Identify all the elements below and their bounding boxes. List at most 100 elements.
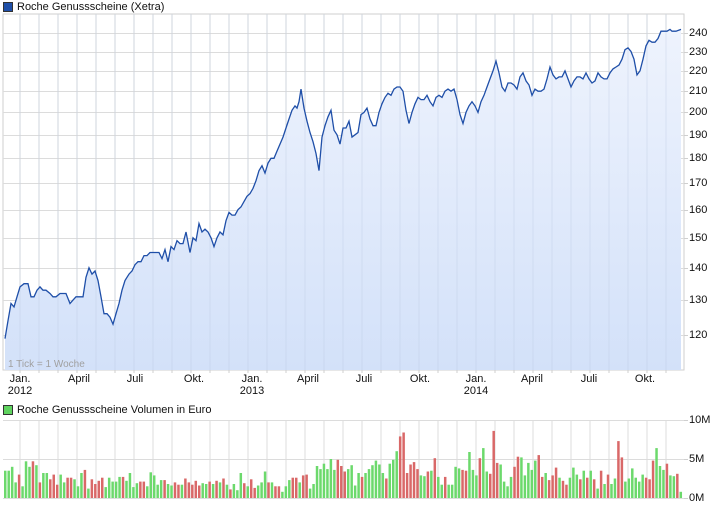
x-axis-month-label: Juli xyxy=(355,373,373,385)
volume-bar xyxy=(540,476,544,498)
volume-bar xyxy=(177,484,180,498)
volume-bar xyxy=(159,480,163,498)
volume-bar xyxy=(208,481,211,498)
volume-bar xyxy=(215,480,218,498)
volume-bar xyxy=(277,486,281,498)
volume-bar xyxy=(10,466,14,498)
volume-bar xyxy=(184,478,187,498)
volume-bar xyxy=(229,489,232,498)
volume-bar xyxy=(627,478,631,498)
volume-bar xyxy=(59,474,62,498)
volume-bar xyxy=(336,459,340,498)
volume-bar xyxy=(301,475,305,498)
price-y-label: 200 xyxy=(689,106,708,119)
volume-bar xyxy=(367,469,371,498)
volume-bar xyxy=(405,473,409,498)
volume-bar xyxy=(201,483,204,498)
volume-y-label: 0M xyxy=(689,492,705,504)
volume-bar xyxy=(648,479,651,498)
volume-bar xyxy=(534,460,537,498)
volume-bar xyxy=(35,465,38,498)
volume-bar xyxy=(308,488,312,498)
price-chart xyxy=(2,13,688,373)
volume-bar xyxy=(651,460,655,498)
volume-bar xyxy=(253,487,256,498)
volume-bar xyxy=(76,486,80,498)
volume-bar xyxy=(319,469,322,498)
volume-bar xyxy=(637,481,641,498)
volume-bar xyxy=(423,476,426,498)
volume-bar xyxy=(516,456,520,498)
volume-bar xyxy=(426,471,430,498)
volume-bar xyxy=(613,478,617,498)
volume-bars xyxy=(4,430,683,498)
volume-bar xyxy=(447,484,450,498)
volume-bar xyxy=(634,477,637,498)
volume-bar xyxy=(4,470,7,498)
volume-bar xyxy=(156,484,159,498)
volume-bar xyxy=(457,468,461,498)
volume-bar xyxy=(135,483,139,498)
volume-bar xyxy=(291,477,295,498)
volume-bar xyxy=(80,473,83,498)
volume-bar xyxy=(620,457,624,498)
volume-bar xyxy=(194,480,198,498)
volume-bar xyxy=(586,477,589,498)
price-y-label: 160 xyxy=(689,203,708,216)
volume-bar xyxy=(561,480,565,498)
volume-bar xyxy=(24,461,28,498)
volume-bar xyxy=(443,476,447,498)
volume-bar xyxy=(544,473,547,498)
volume-bar xyxy=(243,483,246,498)
volume-bar xyxy=(45,473,49,498)
volume-bar xyxy=(672,476,676,498)
volume-bar xyxy=(121,476,125,498)
volume-bar xyxy=(333,469,336,498)
volume-bar xyxy=(492,430,495,498)
volume-bar xyxy=(482,448,485,498)
volume-bar xyxy=(450,484,454,498)
volume-bar xyxy=(312,484,315,498)
volume-bar xyxy=(340,466,343,498)
volume-bar xyxy=(419,475,423,498)
volume-bar xyxy=(28,466,31,498)
volume-bar xyxy=(617,441,620,498)
volume-bar xyxy=(537,455,540,498)
x-axis-month-label: April xyxy=(296,373,319,385)
x-axis-month-label: Jan. xyxy=(465,373,487,385)
volume-bar xyxy=(641,474,644,498)
volume-bar xyxy=(558,477,561,498)
volume-bar xyxy=(579,479,582,498)
volume-bar xyxy=(49,479,52,498)
volume-bar xyxy=(62,482,66,498)
volume-bar xyxy=(97,480,101,498)
volume-bar xyxy=(305,474,308,498)
volume-bar xyxy=(87,488,90,498)
volume-bar xyxy=(506,486,509,498)
volume-bar xyxy=(90,479,94,498)
price-y-label: 210 xyxy=(689,85,708,98)
volume-bar xyxy=(520,457,523,498)
volume-bar xyxy=(42,473,45,498)
volume-bar xyxy=(381,473,385,498)
volume-bar xyxy=(530,469,534,498)
volume-bar xyxy=(346,469,350,498)
price-y-label: 180 xyxy=(689,152,708,165)
volume-legend-label: Roche Genussscheine Volumen in Euro xyxy=(17,404,212,416)
price-y-label: 120 xyxy=(689,329,708,341)
volume-bar xyxy=(416,469,419,498)
price-area-fill xyxy=(5,29,681,371)
volume-bar xyxy=(166,484,170,498)
x-axis-month-label: Okt. xyxy=(409,373,431,385)
price-y-label: 220 xyxy=(689,64,708,77)
volume-bar xyxy=(485,471,489,498)
volume-bar xyxy=(211,484,215,498)
volume-bar xyxy=(284,486,288,498)
volume-bar xyxy=(288,480,291,498)
price-y-label: 150 xyxy=(689,231,708,244)
volume-bar xyxy=(111,481,114,498)
volume-bar xyxy=(94,484,97,498)
volume-bar xyxy=(631,468,634,498)
volume-bar xyxy=(357,473,360,498)
